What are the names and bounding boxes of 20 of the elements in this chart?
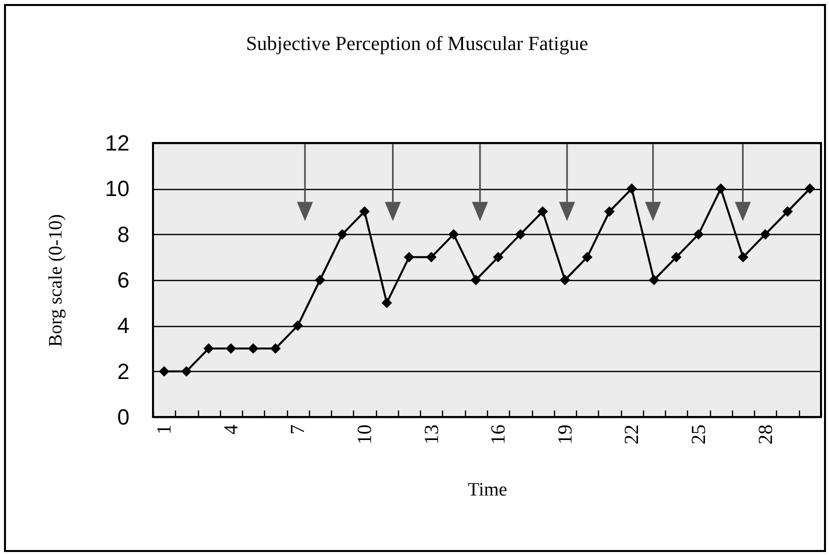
- x-tick-label: 1: [154, 424, 176, 434]
- y-tick-label: 4: [117, 313, 130, 338]
- y-tick-label: 10: [105, 176, 130, 202]
- y-tick-label: 2: [117, 358, 130, 384]
- y-tick-label: 8: [117, 222, 130, 247]
- x-tick-label: 7: [287, 424, 310, 434]
- x-tick-label: 13: [420, 424, 443, 444]
- x-tick-label: 28: [754, 424, 777, 444]
- y-axis-title: Borg scale (0-10): [46, 214, 66, 347]
- x-tick-label: 22: [621, 424, 644, 444]
- x-tick-label: 25: [688, 424, 710, 444]
- x-tick-label: 16: [488, 424, 510, 444]
- y-tick-label: 6: [117, 268, 130, 292]
- y-tick-label: 0: [117, 404, 130, 430]
- y-tick-label: 12: [105, 130, 130, 156]
- x-axis-title: Time: [468, 480, 508, 500]
- x-tick-label: 4: [220, 424, 242, 434]
- x-tick-label: 10: [354, 424, 376, 444]
- chart-title: Subjective Perception of Muscular Fatigue: [246, 33, 588, 55]
- x-tick-label: 19: [554, 424, 576, 444]
